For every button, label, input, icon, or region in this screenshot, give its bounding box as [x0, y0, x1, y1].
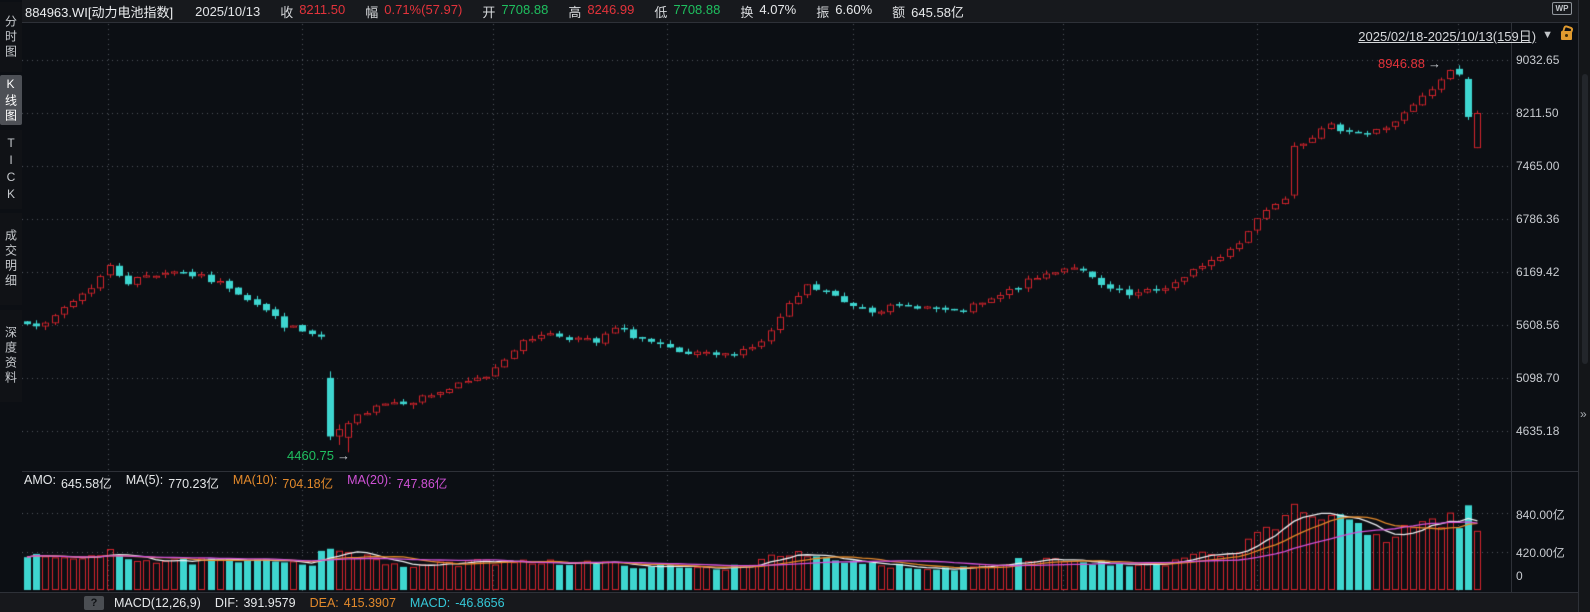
right-panel-strip: » [1578, 0, 1590, 612]
scrollbar-thumb[interactable] [1582, 74, 1588, 364]
amo-ma5: MA(5): 770.23亿 [125, 472, 219, 491]
sidebar-tab-time-chart[interactable]: 分时图 [0, 2, 22, 72]
field-high: 高 8246.99 [568, 1, 635, 20]
volume-chart-canvas[interactable] [22, 474, 1511, 592]
macd-status-bar: ? MACD(12,26,9) DIF: 391.9579 DEA: 415.390… [0, 592, 1590, 612]
price-tick: 5098.70 [1516, 371, 1560, 385]
chevron-down-icon[interactable]: ▼ [1542, 29, 1553, 41]
right-arrow-icon: → [337, 448, 350, 463]
macd-formula: MACD(12,26,9) [114, 596, 201, 610]
trade-date: 2025/10/13 [195, 3, 261, 19]
price-axis-border [1511, 23, 1512, 592]
sidebar-tab-trade-detail[interactable]: 成交明细 [0, 213, 22, 305]
amo-ma10: MA(10): 704.18亿 [232, 472, 334, 491]
wp-monitor-icon[interactable]: WP [1552, 2, 1574, 19]
sidebar-tab-tick[interactable]: TICK [0, 130, 22, 209]
price-tick: 5608.56 [1516, 318, 1560, 332]
field-open: 开 7708.88 [482, 1, 549, 20]
unlock-icon[interactable] [1561, 30, 1572, 40]
help-button[interactable]: ? [84, 596, 104, 610]
amo-ma20: MA(20): 747.86亿 [347, 472, 448, 491]
field-turnover: 换 4.07% [740, 1, 797, 20]
field-change: 幅 0.71%(57.97) [365, 1, 463, 20]
right-arrow-icon: → [1428, 56, 1441, 71]
sidebar-tab-kline-chart[interactable]: K线图 [0, 75, 22, 125]
price-tick: 4635.18 [1516, 424, 1560, 438]
amo-indicator-bar: AMO: 645.58亿 MA(5): 770.23亿 MA(10): 704.18亿… [24, 473, 447, 491]
field-amplitude: 振 6.60% [816, 1, 873, 20]
price-tick: 6786.36 [1516, 212, 1560, 226]
sidebar-tab-depth-data[interactable]: 深度资料 [0, 310, 22, 402]
symbol-title: 884963.WI[动力电池指数] [25, 4, 174, 20]
panel-divider [22, 471, 1578, 472]
macd-value: MACD: -46.8656 [409, 596, 505, 610]
volume-tick: 840.00亿 [1516, 508, 1565, 522]
date-range-text[interactable]: 2025/02/18-2025/10/13(159日) [1358, 28, 1537, 44]
volume-tick: 420.00亿 [1516, 546, 1565, 560]
price-tick: 9032.65 [1516, 53, 1560, 67]
high-annotation: 8946.88 → [1378, 56, 1441, 71]
field-low: 低 7708.88 [654, 1, 721, 20]
macd-dea: DEA: 415.3907 [309, 596, 396, 610]
field-amount: 额 645.58亿 [892, 4, 964, 20]
macd-dif: DIF: 391.9579 [214, 596, 296, 610]
price-tick: 8211.50 [1516, 106, 1559, 120]
price-tick: 7465.00 [1516, 159, 1560, 173]
low-annotation: 4460.75 → [287, 448, 350, 463]
kline-chart-canvas[interactable] [22, 23, 1511, 472]
field-close: 收 8211.50 [280, 1, 346, 20]
expand-panel-icon[interactable]: » [1580, 407, 1587, 421]
volume-tick: 0 [1516, 569, 1523, 583]
date-range-selector[interactable]: 2025/02/18-2025/10/13(159日) ▼ [1358, 25, 1572, 45]
price-tick: 6169.42 [1516, 265, 1560, 279]
amo-value: AMO: 645.58亿 [24, 472, 112, 491]
